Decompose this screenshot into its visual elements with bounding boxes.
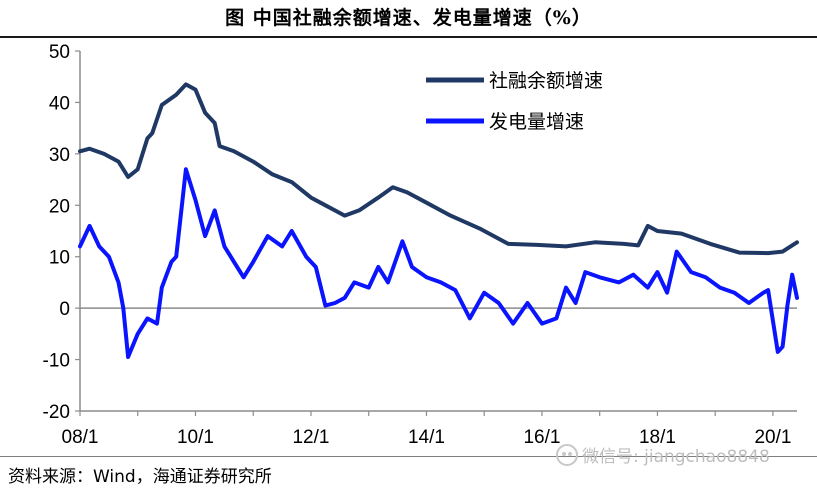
watermark-text: 微信号: jiangchao8848 xyxy=(582,447,770,467)
y-tick-label: 20 xyxy=(49,196,70,217)
x-tick-label: 16/1 xyxy=(523,427,560,448)
y-tick-label: -10 xyxy=(43,351,70,372)
y-tick-label: 10 xyxy=(49,248,70,269)
series-line-2 xyxy=(78,167,799,359)
y-tick-label: 50 xyxy=(49,42,70,63)
chart-title: 图 中国社融余额增速、发电量增速（%） xyxy=(225,7,592,29)
x-axis: 08/1 10/1 12/1 14/1 16/1 18/1 20/1 xyxy=(62,307,797,448)
y-axis: 50 40 30 20 10 0 -10 -20 xyxy=(43,42,81,423)
y-tick-label: 0 xyxy=(59,299,70,320)
x-tick-label: 10/1 xyxy=(177,427,214,448)
series-line-1 xyxy=(78,82,799,256)
y-tick-label: -20 xyxy=(43,402,70,423)
y-tick-label: 30 xyxy=(49,145,70,166)
footer-divider xyxy=(0,456,817,457)
line-chart: 50 40 30 20 10 0 -10 -20 08/1 10/1 12/1 14/1 16/1 18… xyxy=(43,42,799,448)
x-tick-label: 08/1 xyxy=(62,427,99,448)
x-tick-label: 18/1 xyxy=(639,427,676,448)
x-tick-label: 14/1 xyxy=(408,427,445,448)
series-lines xyxy=(78,82,799,359)
legend-label-1: 社融余额增速 xyxy=(489,70,603,92)
watermark: 微信号: jiangchao8848 xyxy=(556,442,770,467)
title-divider xyxy=(0,36,817,38)
y-tick-label: 40 xyxy=(49,93,70,114)
source-note: 资料来源：Wind，海通证券研究所 xyxy=(8,467,272,487)
x-tick-label: 12/1 xyxy=(292,427,329,448)
wechat-icon xyxy=(556,443,578,466)
x-tick-label: 20/1 xyxy=(754,427,791,448)
legend-label-2: 发电量增速 xyxy=(489,111,584,133)
